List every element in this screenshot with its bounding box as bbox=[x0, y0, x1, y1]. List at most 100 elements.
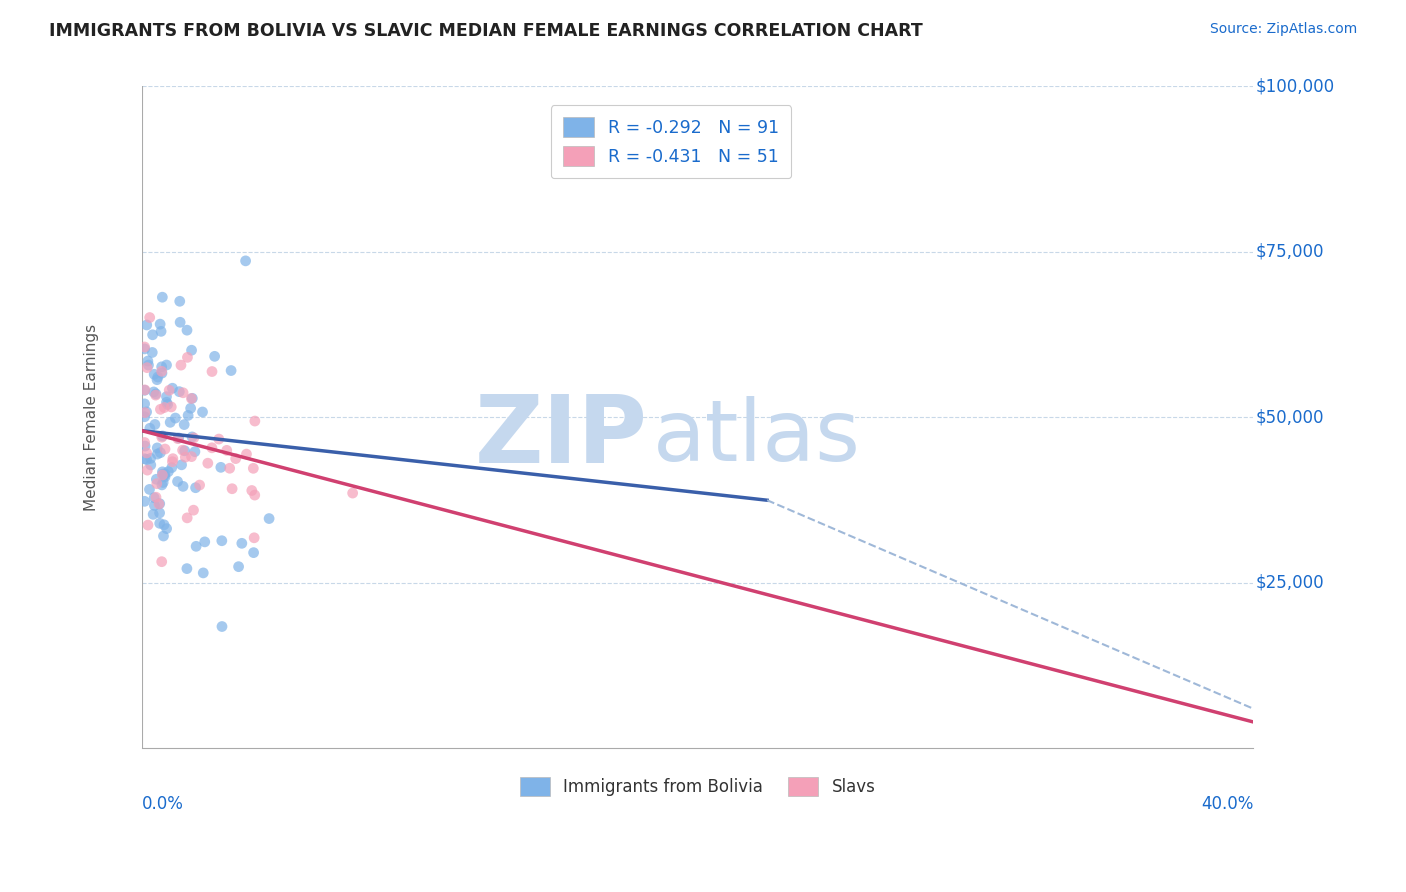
Point bbox=[183, 503, 205, 517]
Point bbox=[150, 430, 173, 444]
Point bbox=[141, 345, 163, 359]
Point bbox=[240, 483, 263, 498]
Point bbox=[208, 432, 231, 446]
Point bbox=[193, 566, 215, 580]
Point bbox=[153, 517, 176, 532]
Point bbox=[134, 439, 156, 453]
Point bbox=[166, 475, 188, 489]
Point bbox=[160, 460, 183, 475]
Point bbox=[201, 365, 224, 379]
Point bbox=[204, 349, 226, 363]
Point bbox=[181, 430, 204, 444]
Point bbox=[143, 417, 166, 432]
Point bbox=[201, 441, 224, 455]
Point bbox=[152, 529, 174, 543]
Point bbox=[152, 467, 174, 481]
Point bbox=[181, 392, 204, 406]
Point bbox=[138, 483, 160, 497]
Text: IMMIGRANTS FROM BOLIVIA VS SLAVIC MEDIAN FEMALE EARNINGS CORRELATION CHART: IMMIGRANTS FROM BOLIVIA VS SLAVIC MEDIAN… bbox=[49, 22, 922, 40]
Point bbox=[235, 447, 257, 461]
Point bbox=[156, 522, 179, 536]
Point bbox=[197, 456, 219, 470]
Point bbox=[149, 445, 172, 459]
Point bbox=[136, 518, 159, 533]
Point bbox=[150, 366, 173, 380]
Point bbox=[188, 478, 211, 492]
Point bbox=[152, 429, 174, 443]
Legend: Immigrants from Bolivia, Slavs: Immigrants from Bolivia, Slavs bbox=[510, 767, 886, 806]
Point bbox=[143, 499, 166, 513]
Point bbox=[176, 561, 198, 575]
Point bbox=[162, 455, 184, 469]
Point bbox=[152, 475, 174, 490]
Point bbox=[150, 324, 173, 338]
Point bbox=[149, 402, 172, 417]
Point bbox=[184, 481, 207, 495]
Text: 0.0%: 0.0% bbox=[142, 795, 184, 813]
Point bbox=[135, 446, 157, 460]
Point bbox=[183, 431, 205, 445]
Point bbox=[135, 452, 157, 467]
Point bbox=[243, 488, 266, 502]
Point bbox=[139, 451, 162, 466]
Point bbox=[184, 539, 207, 553]
Point bbox=[160, 400, 183, 414]
Point bbox=[136, 463, 159, 477]
Point bbox=[173, 443, 195, 458]
Point bbox=[180, 343, 202, 358]
Point bbox=[172, 443, 194, 458]
Point bbox=[180, 401, 202, 416]
Point bbox=[146, 373, 169, 387]
Text: $50,000: $50,000 bbox=[1256, 409, 1324, 426]
Point bbox=[152, 465, 174, 479]
Point bbox=[155, 358, 177, 372]
Point bbox=[218, 461, 240, 475]
Text: ZIP: ZIP bbox=[475, 392, 648, 483]
Point bbox=[173, 417, 195, 432]
Point bbox=[155, 395, 177, 409]
Point bbox=[176, 323, 198, 337]
Point bbox=[149, 317, 172, 331]
Point bbox=[153, 467, 176, 481]
Point bbox=[170, 358, 193, 372]
Point bbox=[172, 385, 194, 400]
Point bbox=[176, 351, 198, 365]
Point bbox=[172, 479, 194, 493]
Point bbox=[150, 478, 173, 492]
Point bbox=[155, 390, 177, 404]
Point bbox=[166, 432, 188, 446]
Point bbox=[149, 506, 172, 520]
Text: Source: ZipAtlas.com: Source: ZipAtlas.com bbox=[1209, 22, 1357, 37]
Point bbox=[180, 392, 202, 406]
Point bbox=[148, 497, 170, 511]
Point bbox=[134, 451, 156, 466]
Point bbox=[221, 482, 243, 496]
Point bbox=[211, 619, 233, 633]
Point bbox=[150, 364, 173, 378]
Point bbox=[145, 490, 167, 504]
Point bbox=[139, 421, 162, 435]
Point bbox=[170, 458, 193, 472]
Point bbox=[134, 340, 156, 354]
Point bbox=[165, 411, 187, 425]
Point bbox=[219, 363, 242, 377]
Point bbox=[231, 536, 253, 550]
Point bbox=[145, 388, 167, 402]
Point bbox=[139, 458, 162, 472]
Point bbox=[215, 443, 238, 458]
Point bbox=[146, 476, 169, 491]
Point bbox=[136, 360, 159, 375]
Point bbox=[134, 342, 156, 356]
Point bbox=[142, 384, 165, 399]
Point bbox=[156, 397, 179, 411]
Text: $100,000: $100,000 bbox=[1256, 78, 1334, 95]
Text: $25,000: $25,000 bbox=[1256, 574, 1324, 592]
Point bbox=[135, 318, 157, 332]
Text: 40.0%: 40.0% bbox=[1201, 795, 1254, 813]
Point bbox=[242, 461, 264, 475]
Point bbox=[342, 486, 364, 500]
Point bbox=[134, 383, 156, 397]
Text: atlas: atlas bbox=[654, 396, 862, 479]
Point bbox=[169, 294, 191, 309]
Point bbox=[153, 470, 176, 484]
